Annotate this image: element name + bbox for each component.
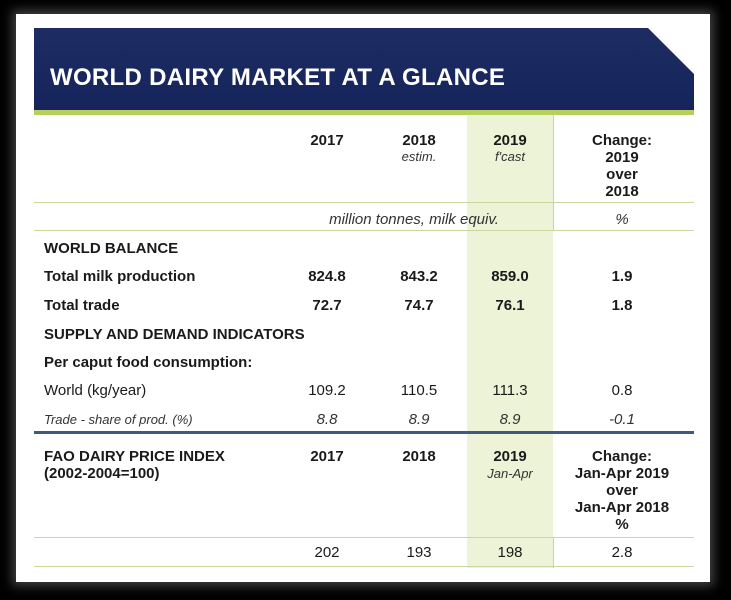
cell-2017: 72.7 xyxy=(312,297,342,314)
cell-2019: 111.3 xyxy=(492,382,528,399)
header-change-line-4: 2018 xyxy=(605,183,639,200)
price-change-line-1: Change: xyxy=(592,448,652,465)
cell-2018: 843.2 xyxy=(400,268,438,285)
subsection-per-caput: Per caput food consumption: xyxy=(44,354,253,371)
cell-2018: 8.9 xyxy=(408,411,430,428)
price-change-line-3: over xyxy=(606,482,638,499)
section-divider xyxy=(34,431,694,434)
header-2018: 2018 xyxy=(402,132,436,149)
title-underline xyxy=(34,110,694,115)
units-label: million tonnes, milk equiv. xyxy=(329,211,499,228)
header-2019-sub: f'cast xyxy=(495,149,525,164)
units-pct: % xyxy=(615,211,629,228)
cell-change: -0.1 xyxy=(609,411,635,428)
price-header-2017: 2017 xyxy=(310,448,344,465)
price-index-title: FAO DAIRY PRICE INDEX xyxy=(44,448,225,465)
section-supply-demand: SUPPLY AND DEMAND INDICATORS xyxy=(44,326,305,343)
price-change-line-5: % xyxy=(615,516,629,533)
price-header-2019-sub: Jan-Apr xyxy=(487,466,533,481)
price-cell-2019: 198 xyxy=(497,544,523,561)
price-index-heading: FAO DAIRY PRICE INDEX (2002-2004=100) xyxy=(44,448,225,482)
header-2018-sub: estim. xyxy=(401,149,437,164)
price-cell-2017: 202 xyxy=(314,544,340,561)
price-header-change: Change: Jan-Apr 2019 over Jan-Apr 2018 % xyxy=(544,448,700,533)
cell-change: 0.8 xyxy=(611,382,633,399)
price-change-line-2: Jan-Apr 2019 xyxy=(574,465,670,482)
divider xyxy=(34,230,694,231)
row-label: Total trade xyxy=(44,297,120,314)
column-divider xyxy=(553,115,554,230)
header-2019: 2019 xyxy=(493,132,527,149)
divider xyxy=(34,202,694,203)
cell-2018: 110.5 xyxy=(400,382,438,399)
row-label: World (kg/year) xyxy=(44,382,147,399)
cell-2019: 8.9 xyxy=(499,411,521,428)
price-index-base: (2002-2004=100) xyxy=(44,465,160,482)
cell-2019: 859.0 xyxy=(491,268,529,285)
column-divider xyxy=(553,537,554,568)
divider xyxy=(34,566,694,567)
divider xyxy=(34,537,694,538)
header-change: Change: 2019 over 2018 xyxy=(562,132,682,200)
price-change-line-4: Jan-Apr 2018 xyxy=(574,499,670,516)
forecast-column-highlight xyxy=(467,115,553,568)
title-bar: WORLD DAIRY MARKET AT A GLANCE xyxy=(34,28,694,110)
price-header-2019: 2019 xyxy=(493,448,527,465)
header-2017: 2017 xyxy=(310,132,344,149)
cell-2019: 76.1 xyxy=(495,297,525,314)
dairy-table-card: WORLD DAIRY MARKET AT A GLANCE 2017 2018… xyxy=(34,28,694,568)
price-cell-2018: 193 xyxy=(406,544,432,561)
section-world-balance: WORLD BALANCE xyxy=(44,240,179,257)
header-change-line-2: 2019 xyxy=(605,149,639,166)
header-change-line-3: over xyxy=(606,166,638,183)
cell-change: 1.8 xyxy=(611,297,633,314)
cell-2017: 8.8 xyxy=(316,411,338,428)
cell-2017: 109.2 xyxy=(308,382,346,399)
cell-2018: 74.7 xyxy=(404,297,434,314)
row-label: Total milk production xyxy=(44,268,196,285)
title-bar-corner xyxy=(648,28,694,74)
header-change-line-1: Change: xyxy=(592,132,652,149)
cell-2017: 824.8 xyxy=(308,268,346,285)
table-title: WORLD DAIRY MARKET AT A GLANCE xyxy=(50,64,506,91)
row-label: Trade - share of prod. (%) xyxy=(44,412,193,427)
price-header-2018: 2018 xyxy=(402,448,436,465)
document-frame: WORLD DAIRY MARKET AT A GLANCE 2017 2018… xyxy=(16,14,710,582)
price-cell-change: 2.8 xyxy=(611,544,633,561)
cell-change: 1.9 xyxy=(611,268,633,285)
